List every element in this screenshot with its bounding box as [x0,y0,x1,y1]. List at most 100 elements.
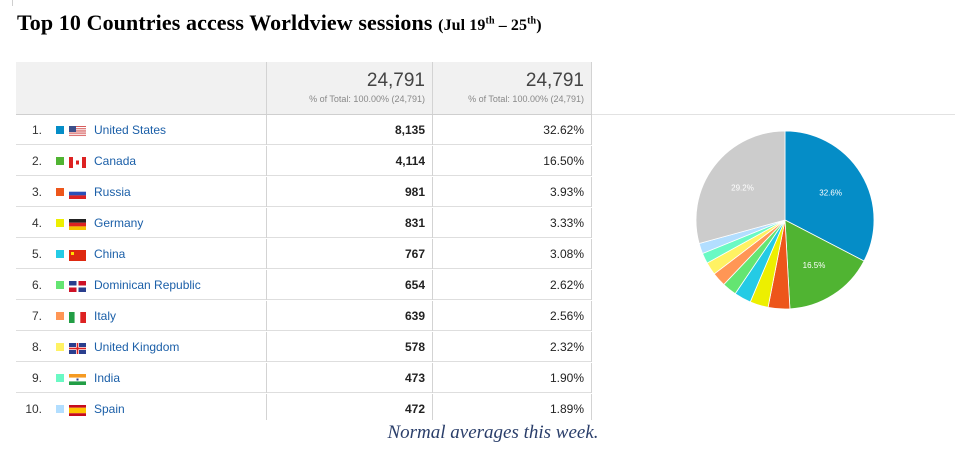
row-rank: 3. [31,185,42,199]
table-row[interactable]: 8. United Kingdom 578 2.32% [16,332,592,362]
it-flag-icon [69,310,86,323]
legend-swatch [56,312,64,320]
pct-total-sub: % of Total: 100.00% (24,791) [468,94,584,104]
sessions-value: 654 [266,270,426,300]
country-link[interactable]: India [94,371,121,385]
column-divider [591,301,592,331]
pie-slice[interactable] [784,219,865,310]
cn-flag-icon [69,248,86,261]
country-link[interactable]: United States [94,123,167,137]
column-divider [591,115,592,145]
es-flag-icon [69,403,86,416]
country-link[interactable]: Dominican Republic [94,278,201,292]
sessions-value: 981 [266,177,426,207]
edge-mark [12,0,13,6]
pie-slice[interactable] [784,130,875,262]
ca-flag-icon [69,155,86,168]
sessions-value: 831 [266,208,426,238]
gb-flag-icon [69,341,86,354]
ru-flag-icon [69,186,86,199]
row-rank: 1. [31,123,42,137]
column-divider [591,270,592,300]
percent-value: 3.93% [432,177,584,207]
legend-swatch [56,374,64,382]
percent-value: 2.32% [432,332,584,362]
pie-chart: 32.6% 16.5% 29.2% [695,130,875,310]
table-row[interactable]: 3. Russia 981 3.93% [16,177,592,207]
percent-value: 2.62% [432,270,584,300]
column-divider [591,146,592,176]
us-flag-icon [69,124,86,138]
legend-swatch [56,343,64,351]
sessions-value: 578 [266,332,426,362]
percent-value: 16.50% [432,146,584,176]
legend-swatch [56,250,64,258]
legend-swatch [56,188,64,196]
percent-value: 1.90% [432,363,584,393]
sessions-total-sub: % of Total: 100.00% (24,791) [309,94,425,104]
table-header: 24,791 % of Total: 100.00% (24,791) 24,7… [16,62,592,115]
title-date-range: (Jul 19th – 25th) [438,15,542,34]
sessions-value: 8,135 [266,115,426,145]
row-rank: 8. [31,340,42,354]
column-divider [591,394,592,420]
pct-header[interactable]: 24,791 % of Total: 100.00% (24,791) [432,62,592,114]
country-link[interactable]: Germany [94,216,144,230]
divider [592,114,955,115]
do-flag-icon [69,279,86,292]
pie-slice[interactable] [695,130,786,244]
table-row[interactable]: 5. China 767 3.08% [16,239,592,269]
table-row[interactable]: 10. Spain 472 1.89% [16,394,592,420]
percent-value: 3.08% [432,239,584,269]
sessions-value: 767 [266,239,426,269]
row-rank: 5. [31,247,42,261]
percent-value: 2.56% [432,301,584,331]
legend-swatch [56,405,64,413]
country-table: 24,791 % of Total: 100.00% (24,791) 24,7… [16,62,592,420]
row-rank: 10. [25,402,42,416]
column-divider [591,363,592,393]
sessions-value: 4,114 [266,146,426,176]
sessions-header[interactable]: 24,791 % of Total: 100.00% (24,791) [266,62,432,114]
column-divider [591,177,592,207]
column-divider [591,239,592,269]
sessions-value: 473 [266,363,426,393]
in-flag-icon [69,372,86,385]
country-link[interactable]: Spain [94,402,125,416]
percent-value: 1.89% [432,394,584,420]
row-rank: 6. [31,278,42,292]
title-range-start: (Jul 19 [438,17,486,34]
country-link[interactable]: Russia [94,185,131,199]
caption: Normal averages this week. [387,422,599,443]
row-rank: 9. [31,371,42,385]
country-link[interactable]: United Kingdom [94,340,180,354]
table-row[interactable]: 6. Dominican Republic 654 2.62% [16,270,592,300]
row-rank: 2. [31,154,42,168]
title-end-sup: th [527,15,537,27]
legend-swatch [56,126,64,134]
row-rank: 7. [31,309,42,323]
country-link[interactable]: Italy [94,309,117,323]
column-divider [591,208,592,238]
row-rank: 4. [31,216,42,230]
table-row[interactable]: 2. Canada 4,114 16.50% [16,146,592,176]
title-range-close: ) [536,17,542,34]
pie-slice-label: 16.5% [803,261,826,270]
percent-value: 32.62% [432,115,584,145]
de-flag-icon [69,217,86,230]
pie-slice-label: 29.2% [731,184,754,193]
table-row[interactable]: 9. India 473 1.90% [16,363,592,393]
table-row[interactable]: 7. Italy 639 2.56% [16,301,592,331]
column-divider [591,332,592,362]
pct-total: 24,791 [525,70,584,91]
table-row[interactable]: 1. United States 8,135 32.62% [16,115,592,145]
legend-swatch [56,281,64,289]
percent-value: 3.33% [432,208,584,238]
country-link[interactable]: China [94,247,126,261]
pie-slice-label: 32.6% [819,188,842,197]
table-row[interactable]: 4. Germany 831 3.33% [16,208,592,238]
title-range-end: – 25 [494,17,528,34]
sessions-value: 639 [266,301,426,331]
page-title: Top 10 Countries access Worldview sessio… [17,10,542,36]
country-link[interactable]: Canada [94,154,137,168]
